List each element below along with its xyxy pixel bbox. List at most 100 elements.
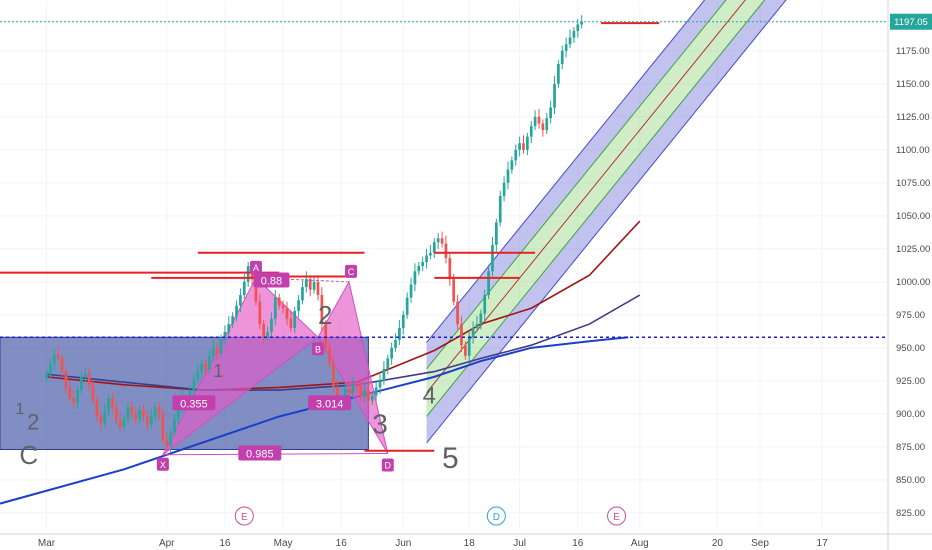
candle-body [580, 21, 584, 25]
moving-average-3 [0, 336, 629, 505]
y-tick-label: 1000.00 [896, 277, 930, 288]
candle-body [49, 363, 52, 375]
x-tick-label: Jun [395, 538, 411, 549]
harmonic-ratio-label: 0.355 [180, 398, 208, 410]
wave-label: 4 [423, 382, 436, 409]
candle-body [456, 301, 459, 325]
y-tick-label: 875.00 [896, 442, 925, 453]
candle-body [64, 371, 68, 388]
harmonic-ratio-label: 0.88 [261, 276, 282, 288]
candle-body [386, 358, 390, 369]
y-tick-label: 975.00 [896, 310, 925, 321]
candle-body [60, 358, 64, 372]
candle-body [72, 398, 76, 404]
candle-body [367, 390, 370, 401]
candle-body [479, 313, 483, 325]
current-price-tag [890, 13, 932, 30]
candle-body [463, 345, 467, 356]
wave-label: 3 [372, 409, 388, 440]
event-marker [486, 506, 506, 526]
y-tick-label: 1175.00 [896, 46, 930, 57]
candle-body [324, 324, 328, 348]
candle-body [289, 318, 293, 329]
y-tick-label: 850.00 [896, 475, 925, 486]
harmonic-ratio-badge [308, 395, 352, 411]
candle-body [192, 379, 196, 391]
y-tick-label: 900.00 [896, 409, 925, 420]
harmonic-ratio-badge [238, 445, 282, 461]
candle-body [111, 398, 114, 408]
candle-body [347, 388, 351, 393]
x-tick-label: Sep [751, 538, 769, 549]
harmonic-point-badge [311, 342, 324, 356]
candle-body [413, 271, 417, 285]
candle-body [421, 262, 425, 266]
candle-body [122, 419, 126, 428]
channel-line-bottom [426, 0, 787, 444]
x-tick-label: Aug [631, 538, 649, 549]
candle-body [401, 314, 405, 329]
x-tick-label: 18 [464, 538, 476, 549]
candle-body [215, 347, 219, 354]
candle-body [560, 50, 564, 65]
x-tick-label: May [274, 538, 293, 549]
candle-body [262, 324, 266, 338]
candle-body [45, 374, 48, 379]
candle-body [308, 279, 312, 290]
candle-body [219, 339, 223, 354]
candle-body [320, 295, 324, 325]
candle-body [355, 384, 359, 387]
candle-body [444, 243, 448, 259]
candles [45, 15, 584, 453]
candle-body [378, 380, 382, 388]
candle-body [448, 258, 452, 280]
candle-body [145, 416, 149, 425]
candle-body [107, 398, 110, 412]
y-tick-label: 1025.00 [896, 244, 930, 255]
candle-body [80, 376, 83, 391]
candle-body [425, 255, 428, 263]
candle-body [436, 238, 440, 243]
candle-body [281, 305, 285, 309]
candle-body [235, 305, 238, 317]
current-price-label: 1197.05 [894, 17, 928, 28]
candle-body [491, 244, 494, 272]
moving-averages [0, 220, 641, 505]
candle-body [177, 407, 180, 420]
harmonic-point-badge [249, 260, 262, 274]
harmonic-ratio-badge [172, 395, 216, 411]
candle-body [173, 419, 176, 433]
candle-body [161, 413, 165, 441]
candle-body [429, 252, 432, 256]
moving-average-2 [46, 294, 641, 391]
candle-body [153, 407, 157, 417]
candle-body [537, 116, 541, 124]
candle-body [370, 395, 374, 401]
candle-body [56, 354, 60, 359]
candle-body [297, 300, 300, 311]
candle-body [130, 407, 134, 414]
wave-label: C [19, 440, 38, 470]
candle-body [494, 222, 498, 245]
y-tick-label: 1075.00 [896, 178, 930, 189]
candle-body [231, 316, 235, 325]
candle-body [277, 297, 281, 306]
y-tick-label: 925.00 [896, 376, 925, 387]
wave-label: 1 [16, 401, 25, 418]
candle-body [211, 347, 215, 356]
candle-body [68, 387, 72, 398]
candle-body [301, 287, 304, 301]
candle-body [576, 24, 580, 32]
candle-body [227, 324, 231, 332]
y-tick-label: 1150.00 [896, 79, 930, 90]
candle-body [390, 347, 394, 359]
candle-body [239, 295, 242, 306]
candle-body [452, 279, 456, 302]
candle-body [394, 339, 397, 348]
candle-body [498, 196, 502, 223]
harmonic-ratio-label: 0.985 [246, 448, 274, 460]
candle-body [460, 324, 463, 346]
